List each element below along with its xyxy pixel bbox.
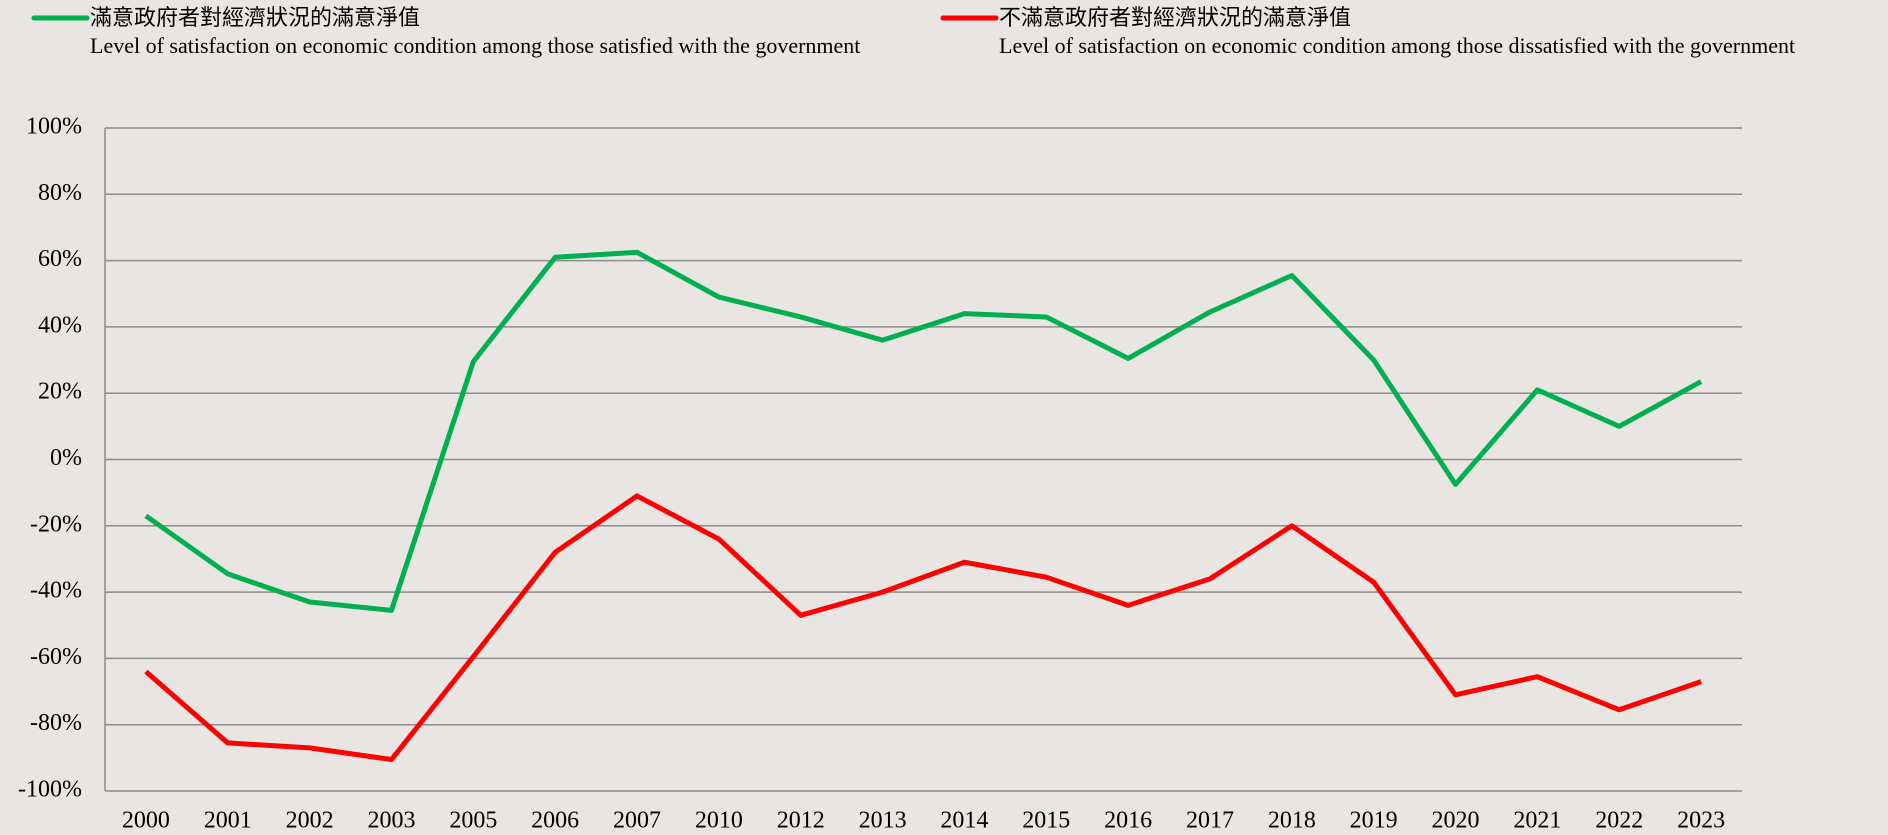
legend-label: 不滿意政府者對經濟狀況的滿意淨值 [999, 6, 1351, 31]
y-tick-label: -40% [30, 578, 82, 604]
y-tick-label: 60% [38, 246, 82, 272]
y-tick-label: 20% [38, 379, 82, 405]
y-tick-label: 100% [26, 114, 82, 140]
y-tick-label: -60% [30, 644, 82, 670]
legend-subtitle: Level of satisfaction on economic condit… [90, 33, 860, 58]
x-tick-label: 2019 [1350, 808, 1398, 834]
legend-subtitle: Level of satisfaction on economic condit… [999, 33, 1795, 58]
x-tick-label: 2002 [286, 808, 334, 834]
x-tick-label: 2007 [613, 808, 661, 834]
x-tick-label: 2022 [1595, 808, 1643, 834]
x-tick-label: 2015 [1022, 808, 1070, 834]
y-tick-label: -100% [18, 777, 82, 803]
x-tick-label: 2005 [449, 808, 497, 834]
x-tick-label: 2001 [204, 808, 252, 834]
y-tick-label: -20% [30, 511, 82, 537]
x-tick-label: 2016 [1104, 808, 1152, 834]
y-tick-label: 80% [38, 180, 82, 206]
x-tick-label: 2000 [122, 808, 170, 834]
x-tick-label: 2010 [695, 808, 743, 834]
x-tick-label: 2020 [1432, 808, 1480, 834]
x-tick-label: 2018 [1268, 808, 1316, 834]
x-tick-label: 2014 [940, 808, 988, 834]
y-tick-label: 0% [50, 445, 82, 471]
x-tick-label: 2003 [367, 808, 415, 834]
series-line [144, 493, 1702, 763]
x-tick-label: 2021 [1513, 808, 1561, 834]
x-tick-label: 2012 [777, 808, 825, 834]
series-line [144, 249, 1703, 613]
x-tick-label: 2023 [1677, 808, 1725, 834]
legend-label: 滿意政府者對經濟狀況的滿意淨值 [90, 6, 420, 31]
x-tick-label: 2013 [859, 808, 907, 834]
x-tick-label: 2017 [1186, 808, 1234, 834]
x-tick-label: 2006 [531, 808, 579, 834]
y-tick-label: -80% [30, 710, 82, 736]
y-tick-label: 40% [38, 312, 82, 338]
